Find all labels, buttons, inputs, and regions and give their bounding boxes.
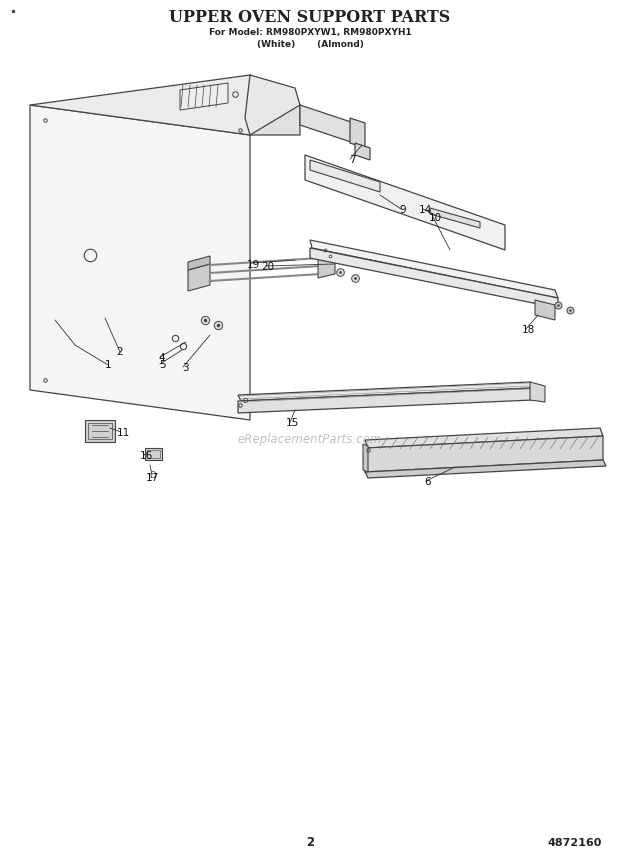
Polygon shape	[238, 382, 533, 401]
Polygon shape	[310, 160, 380, 192]
Text: (White)       (Almond): (White) (Almond)	[257, 40, 363, 49]
Text: 3: 3	[182, 363, 188, 373]
Polygon shape	[245, 75, 300, 135]
Text: 18: 18	[521, 325, 534, 335]
Polygon shape	[188, 264, 210, 291]
Text: Ω: Ω	[150, 472, 156, 480]
Text: 15: 15	[285, 418, 299, 428]
Text: 6: 6	[425, 477, 432, 487]
Text: 5: 5	[159, 360, 166, 370]
Text: 2: 2	[117, 347, 123, 357]
Polygon shape	[310, 248, 558, 308]
Polygon shape	[250, 75, 300, 135]
Text: 20: 20	[262, 262, 275, 272]
Polygon shape	[180, 83, 228, 110]
Polygon shape	[300, 105, 360, 145]
Polygon shape	[85, 420, 115, 442]
Polygon shape	[305, 155, 505, 250]
Polygon shape	[430, 208, 480, 228]
Polygon shape	[535, 300, 555, 320]
Polygon shape	[188, 256, 210, 270]
Text: eReplacementParts.com: eReplacementParts.com	[238, 433, 382, 447]
Polygon shape	[145, 448, 162, 460]
Text: 4: 4	[159, 353, 166, 363]
Text: 4872160: 4872160	[548, 838, 602, 848]
Polygon shape	[350, 118, 365, 148]
Polygon shape	[355, 143, 370, 160]
Text: 17: 17	[145, 473, 159, 483]
Text: 16: 16	[140, 451, 153, 461]
Polygon shape	[310, 240, 558, 298]
Text: 14: 14	[418, 205, 432, 215]
Text: 1: 1	[105, 360, 112, 370]
Polygon shape	[365, 428, 603, 448]
Polygon shape	[365, 460, 606, 478]
Polygon shape	[363, 444, 368, 472]
Polygon shape	[30, 75, 300, 135]
Polygon shape	[318, 254, 335, 278]
Text: UPPER OVEN SUPPORT PARTS: UPPER OVEN SUPPORT PARTS	[169, 9, 451, 27]
Text: 19: 19	[246, 260, 260, 270]
Polygon shape	[365, 436, 603, 472]
Text: 10: 10	[428, 213, 441, 223]
Polygon shape	[30, 105, 250, 420]
Text: 9: 9	[400, 205, 406, 215]
Polygon shape	[238, 388, 533, 413]
Text: 2: 2	[306, 837, 314, 850]
Polygon shape	[530, 382, 545, 402]
Text: 7: 7	[348, 155, 355, 165]
Text: 11: 11	[117, 428, 130, 438]
Text: For Model: RM980PXYW1, RM980PXYH1: For Model: RM980PXYW1, RM980PXYH1	[208, 28, 412, 38]
